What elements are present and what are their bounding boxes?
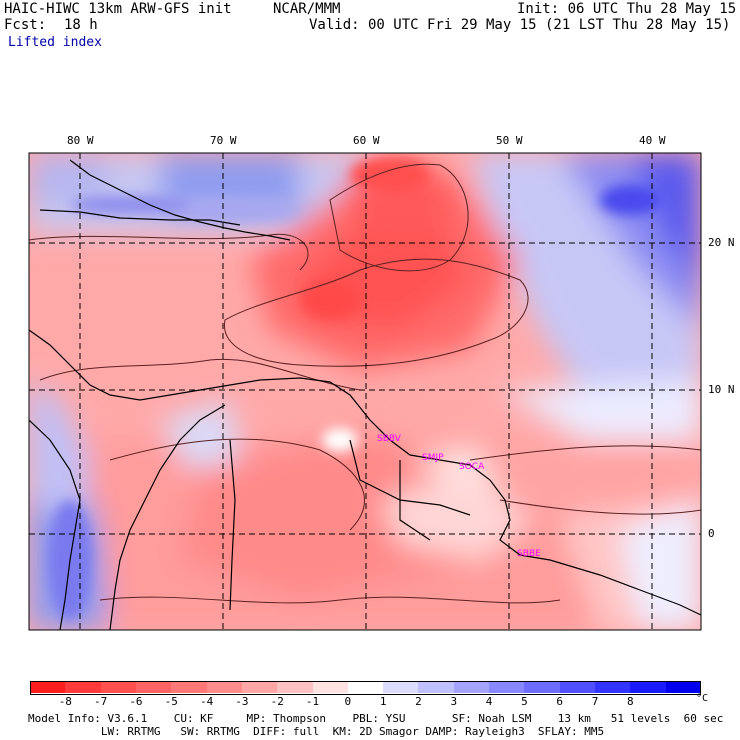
colorbar-swatch	[665, 681, 702, 693]
colorbar-tick-label: 6	[556, 695, 564, 708]
forecast-hour: 18 h	[64, 17, 98, 33]
colorbar-swatch	[524, 681, 561, 693]
field-name: Lifted index	[8, 35, 102, 50]
colorbar-swatch	[100, 681, 137, 693]
colorbar-tick-label: 0	[344, 695, 352, 708]
colorbar-tick-label: -1	[305, 695, 320, 708]
station-sbbv: SBBV	[377, 434, 402, 444]
colorbar-swatch	[206, 681, 243, 693]
organization: NCAR/MMM	[273, 1, 341, 17]
colorbar-tick-label: -5	[164, 695, 178, 708]
lon-label-60w: 60 W	[353, 134, 380, 147]
lat-label-10n: 10 N	[708, 383, 735, 396]
coastlines	[29, 159, 701, 630]
station-soca: SOCA	[459, 462, 485, 472]
colorbar-swatch	[595, 681, 631, 693]
map-frame	[28, 152, 702, 631]
colorbar-tick-label: 3	[450, 695, 458, 708]
lat-lon-grid	[29, 153, 701, 630]
colorbar-tick-label: -4	[199, 695, 214, 708]
colorbar-swatch	[30, 681, 66, 693]
colorbar-swatch	[135, 681, 172, 693]
colorbar-swatch	[241, 681, 278, 693]
init-time: Init: 06 UTC Thu 28 May 15	[517, 1, 737, 17]
colorbar-tick-label: -2	[270, 695, 284, 708]
colorbar-swatch	[630, 681, 667, 693]
model-title: HAIC-HIWC 13km ARW-GFS init	[4, 1, 232, 17]
field-shading	[29, 153, 701, 630]
lat-label-20n: 20 N	[708, 236, 735, 249]
lifted-index-contours	[29, 163, 701, 604]
colorbar-tick-label: 4	[485, 695, 493, 708]
station-sbbe: SBBE	[517, 549, 541, 559]
colorbar-tick-label: 7	[591, 695, 599, 708]
colorbar-swatch	[171, 681, 208, 693]
colorbar-tick-label: -7	[94, 695, 108, 708]
lat-label-equator: 0	[708, 527, 715, 540]
colorbar-tick-label: 2	[415, 695, 422, 708]
colorbar-tick-label: -8	[58, 695, 72, 708]
colorbar-swatch	[453, 681, 490, 693]
colorbar-swatch	[418, 681, 455, 693]
colorbar-swatch	[65, 681, 102, 693]
station-markers: SBBV SMJP SOCA SBBE	[377, 434, 541, 559]
lon-label-70w: 70 W	[210, 134, 237, 147]
colorbar-tick-label: -3	[235, 695, 249, 708]
colorbar-swatch	[559, 681, 596, 693]
model-info-line2: LW: RRTMG SW: RRTMG DIFF: full KM: 2D Sm…	[28, 725, 605, 738]
lon-label-50w: 50 W	[496, 134, 523, 147]
lon-label-80w: 80 W	[67, 134, 94, 147]
station-smjp: SMJP	[422, 453, 444, 463]
colorbar-tick-label: 5	[521, 695, 528, 708]
colorbar-tick-label: 1	[379, 695, 387, 708]
model-info-line1: Model Info: V3.6.1 CU: KF MP: Thompson P…	[28, 712, 724, 725]
colorbar-swatch	[277, 681, 314, 693]
valid-time: Valid: 00 UTC Fri 29 May 15 (21 LST Thu …	[309, 17, 731, 33]
colorbar-swatch	[489, 681, 525, 693]
colorbar-swatch	[347, 681, 384, 693]
colorbar-unit: °C	[696, 693, 709, 704]
colorbar-swatch	[312, 681, 349, 693]
colorbar-frame	[30, 681, 701, 695]
colorbar-tick-label: -6	[129, 695, 143, 708]
forecast-label: Fcst:	[4, 17, 47, 33]
lon-label-40w: 40 W	[639, 134, 666, 147]
colorbar-swatch	[383, 681, 419, 693]
colorbar-tick-label: 8	[627, 695, 634, 708]
